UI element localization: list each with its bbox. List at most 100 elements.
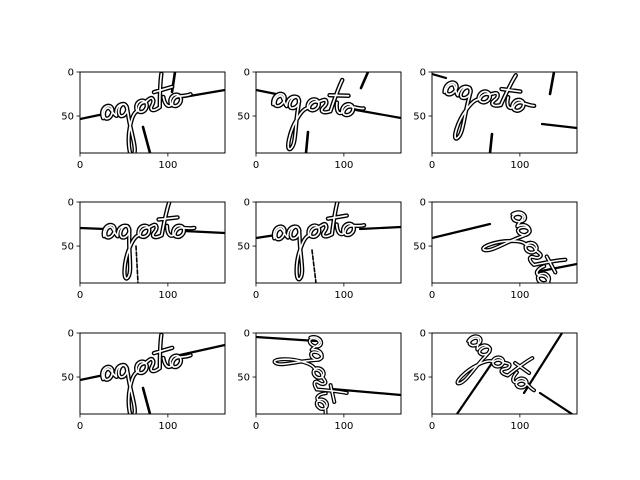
- subplot-8: 0 100 0 50: [237, 329, 402, 432]
- word-image: [80, 333, 225, 414]
- word-stroke-inner: [456, 335, 535, 392]
- x-tick-label-1: 0: [429, 421, 435, 432]
- y-tick-label-2: 50: [237, 242, 250, 253]
- x-tick-label-1: 0: [77, 160, 83, 171]
- y-tick-label-2: 50: [61, 373, 74, 384]
- word-image: [432, 210, 577, 283]
- handwritten-word: [455, 334, 536, 393]
- x-tick-label-2: 100: [158, 160, 177, 171]
- noise-line-2: [540, 122, 577, 130]
- x-tick-label-1: 0: [77, 290, 83, 301]
- word-stroke-inner: [272, 79, 365, 150]
- stroke-line-2: [304, 130, 310, 153]
- noise-line-3: [538, 391, 574, 414]
- noise-line-2: [178, 343, 225, 357]
- subplot-9: 0 100 0 50: [413, 329, 578, 432]
- axes-border: [255, 71, 402, 154]
- y-tick-label-2: 50: [413, 242, 426, 253]
- x-tick-label-2: 100: [158, 421, 177, 432]
- word-image: [455, 333, 574, 414]
- y-tick-label-1: 0: [244, 198, 250, 209]
- word-image: [80, 72, 225, 153]
- x-tick-label-2: 100: [158, 290, 177, 301]
- noise-line-2: [358, 225, 401, 231]
- x-tick-label-1: 0: [253, 421, 259, 432]
- axes-border: [79, 201, 226, 284]
- word-stroke-inner: [443, 74, 535, 140]
- handwritten-word: [101, 202, 197, 281]
- word-image: [256, 72, 401, 153]
- x-tick-label-2: 100: [334, 421, 353, 432]
- subplot-3: 0 100 0 50: [413, 68, 578, 171]
- word-image: [432, 72, 577, 153]
- descender-line-1: [311, 249, 317, 283]
- noise-line-1: [432, 222, 492, 240]
- subplot-6: 0 100 0 50: [413, 198, 578, 301]
- word-stroke-inner: [101, 333, 192, 414]
- x-tick-label-2: 100: [334, 160, 353, 171]
- axes-border: [431, 201, 578, 284]
- noise-line-1: [432, 72, 448, 80]
- axes-border: [255, 201, 402, 284]
- axes-border: [255, 332, 402, 415]
- handwritten-word: [272, 335, 349, 414]
- handwritten-word: [442, 73, 537, 141]
- y-tick-label-1: 0: [420, 68, 426, 79]
- y-tick-label-2: 50: [237, 373, 250, 384]
- x-tick-label-1: 0: [253, 160, 259, 171]
- noise-line-1: [80, 226, 107, 231]
- y-tick-label-1: 0: [244, 68, 250, 79]
- handwritten-word: [271, 202, 367, 282]
- y-tick-label-2: 50: [413, 373, 426, 384]
- noise-line-1: [455, 361, 494, 414]
- word-image: [256, 202, 401, 283]
- y-tick-label-1: 0: [420, 329, 426, 340]
- x-tick-label-1: 0: [429, 160, 435, 171]
- axes-border: [431, 71, 578, 154]
- stroke-line-1: [548, 72, 556, 96]
- word-stroke-inner: [273, 202, 365, 280]
- subplot-7: 0 100 0 50: [61, 329, 226, 432]
- noise-line-2: [354, 108, 401, 120]
- handwritten-word: [270, 77, 366, 152]
- stroke-line-1: [359, 72, 370, 90]
- axes-frame: [255, 201, 402, 284]
- stroke-line-2: [141, 125, 152, 153]
- noise-line-2: [330, 387, 401, 397]
- word-stroke-inner: [101, 72, 192, 153]
- stroke-line-2: [488, 132, 494, 153]
- y-tick-label-2: 50: [61, 242, 74, 253]
- subplot-1: 0 100 0 50: [61, 68, 226, 171]
- noise-line-2: [182, 229, 225, 235]
- x-tick-label-2: 100: [510, 421, 529, 432]
- x-tick-label-2: 100: [510, 160, 529, 171]
- descender-line-1: [135, 245, 139, 283]
- subplot-5: 0 100 0 50: [237, 198, 402, 301]
- noise-line-1: [256, 88, 278, 96]
- noise-line-2: [534, 262, 577, 274]
- y-tick-label-2: 50: [61, 112, 74, 123]
- y-tick-label-1: 0: [68, 198, 74, 209]
- y-tick-label-1: 0: [244, 329, 250, 340]
- axes-frame: [79, 201, 226, 284]
- axes-border: [79, 71, 226, 154]
- axes-frame: [255, 332, 402, 415]
- noise-line-1: [256, 335, 318, 343]
- y-tick-label-1: 0: [68, 329, 74, 340]
- handwritten-word: [481, 210, 568, 283]
- word-stroke-inner: [102, 202, 196, 280]
- word-image: [256, 335, 401, 414]
- handwritten-word: [100, 333, 193, 414]
- axes-border: [431, 332, 578, 415]
- x-tick-label-2: 100: [334, 290, 353, 301]
- stroke-line-1: [141, 386, 152, 414]
- y-tick-label-2: 50: [413, 112, 426, 123]
- x-tick-label-1: 0: [77, 421, 83, 432]
- handwritten-word: [100, 72, 193, 153]
- x-tick-label-2: 100: [510, 290, 529, 301]
- word-stroke-inner: [482, 211, 567, 283]
- noise-line-2: [522, 333, 564, 395]
- y-tick-label-1: 0: [68, 68, 74, 79]
- axes-border: [79, 332, 226, 415]
